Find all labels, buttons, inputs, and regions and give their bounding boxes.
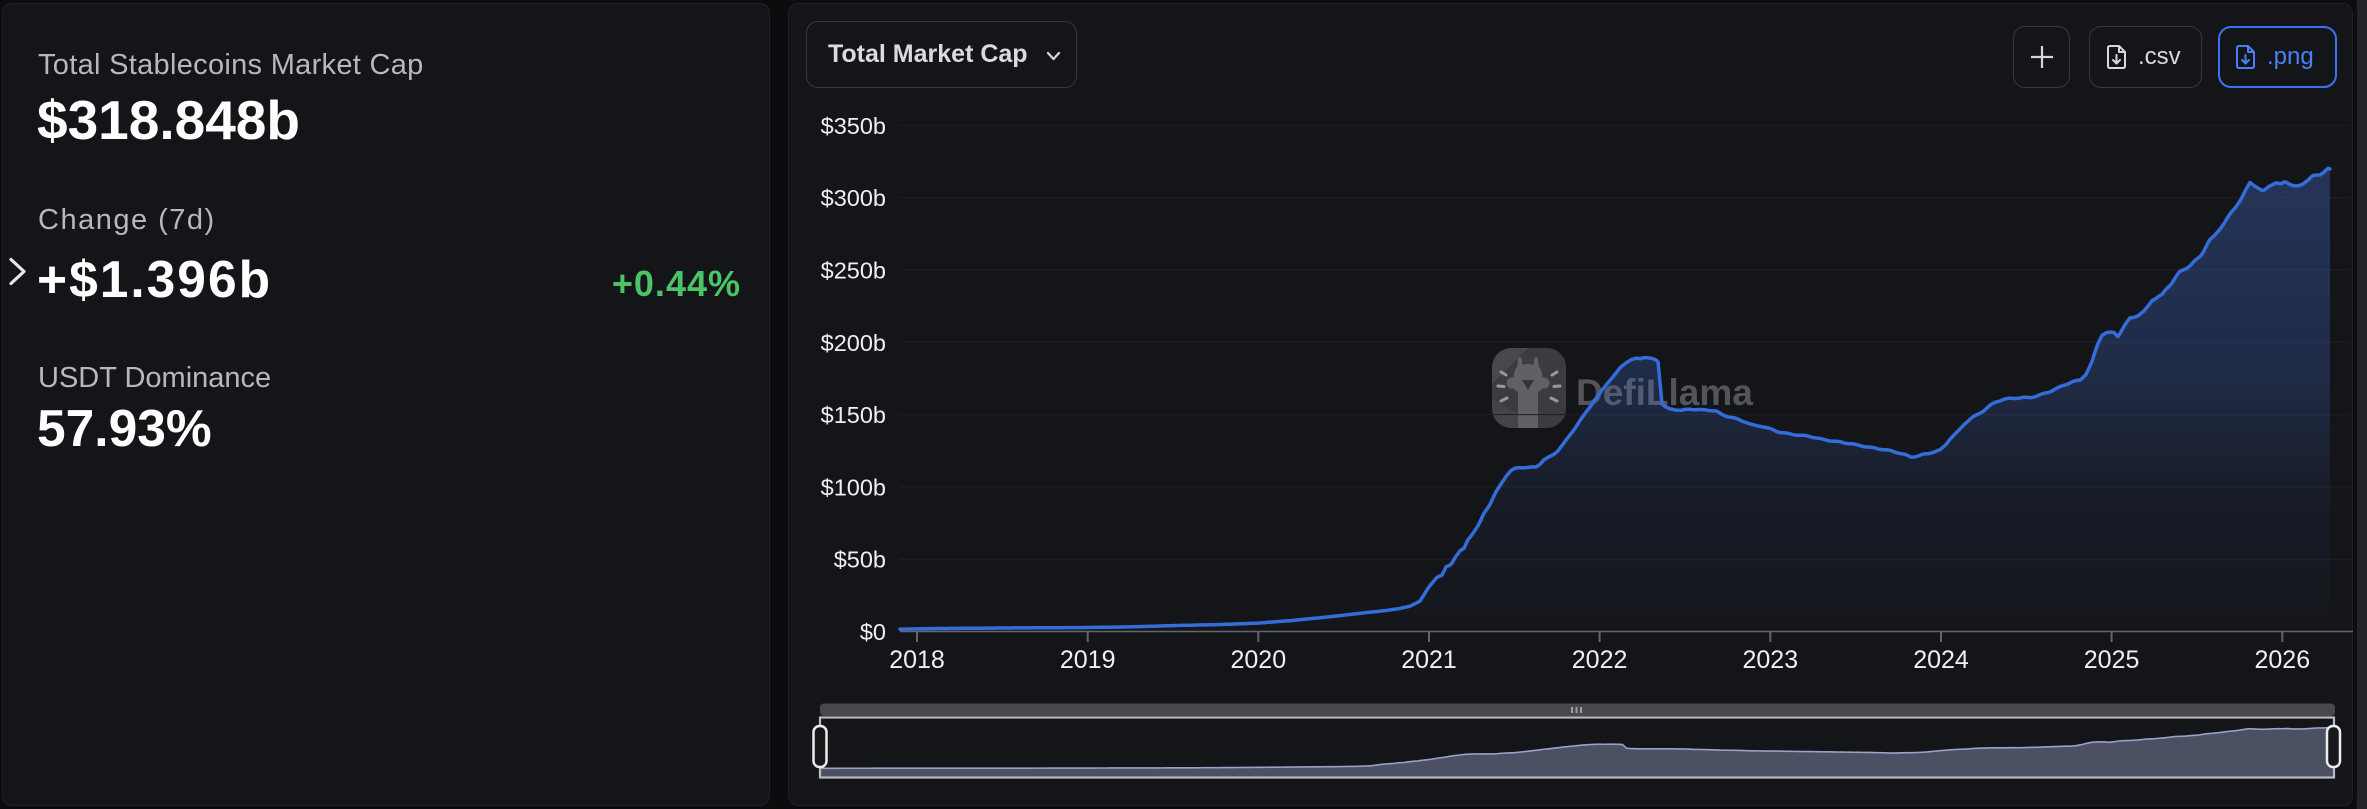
- svg-text:2018: 2018: [889, 646, 945, 674]
- svg-text:2022: 2022: [1572, 646, 1628, 674]
- svg-text:2024: 2024: [1913, 646, 1969, 674]
- svg-text:2026: 2026: [2254, 646, 2310, 674]
- svg-text:$100b: $100b: [821, 474, 886, 500]
- svg-text:2021: 2021: [1401, 646, 1457, 674]
- svg-text:2020: 2020: [1230, 646, 1286, 674]
- svg-text:2025: 2025: [2084, 646, 2140, 674]
- svg-text:$0: $0: [860, 619, 886, 645]
- svg-text:$250b: $250b: [821, 258, 886, 284]
- svg-text:2019: 2019: [1060, 646, 1116, 674]
- svg-text:$50b: $50b: [834, 547, 886, 573]
- svg-text:$200b: $200b: [821, 330, 886, 356]
- svg-text:$150b: $150b: [821, 402, 886, 428]
- svg-text:$350b: $350b: [821, 113, 886, 139]
- svg-text:$300b: $300b: [821, 185, 886, 211]
- svg-text:2023: 2023: [1742, 646, 1798, 674]
